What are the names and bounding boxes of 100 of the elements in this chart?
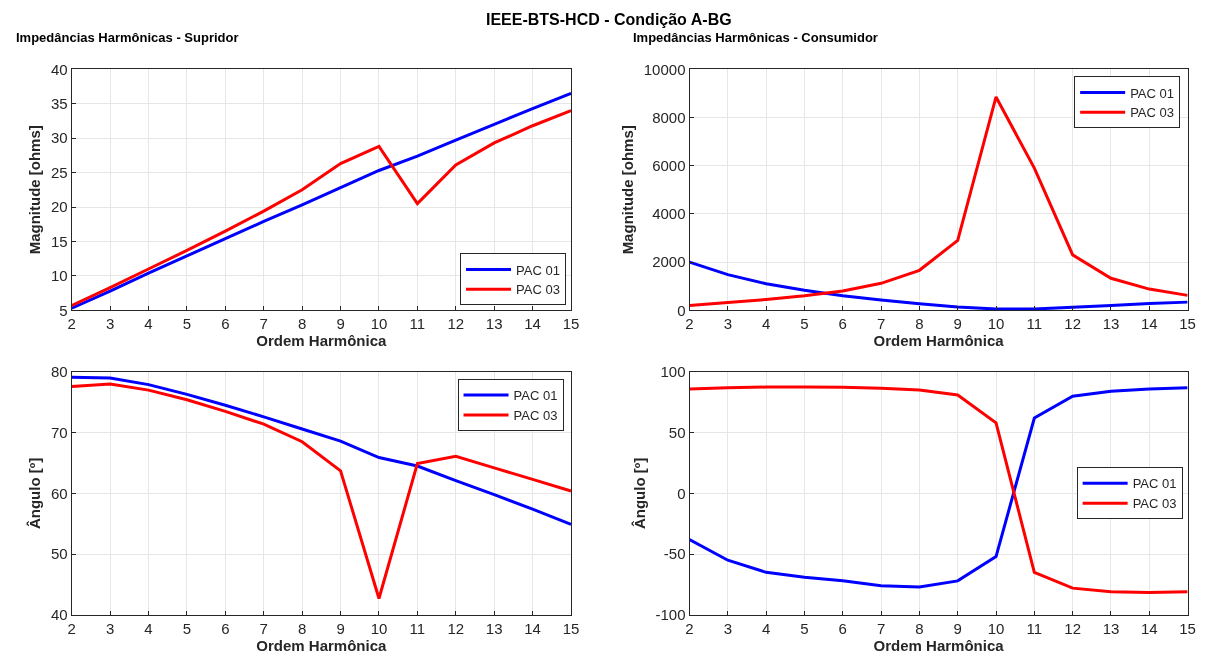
x-tick-label: 8 <box>915 315 924 333</box>
x-tick-label: 10 <box>987 315 1005 333</box>
x-tick-label: 9 <box>953 619 962 637</box>
x-tick-label: 8 <box>297 619 307 637</box>
x-tick-label: 12 <box>447 619 465 637</box>
x-tick-label: 9 <box>336 619 345 637</box>
x-tick-label: 5 <box>800 315 809 333</box>
x-tick-label: 5 <box>182 315 192 333</box>
line-series <box>71 375 572 526</box>
x-tick-label: 2 <box>67 315 76 333</box>
legend-label: PAC 01 <box>1132 476 1177 492</box>
y-tick-label: 50 <box>51 545 68 563</box>
x-tick-label: 14 <box>524 619 541 637</box>
x-tick-label: 15 <box>1179 315 1196 333</box>
y-tick-label: 100 <box>660 363 686 381</box>
legend-label: PAC 01 <box>513 388 558 404</box>
x-tick-label: 6 <box>838 619 847 637</box>
chart-subtitle: Impedâncias Harmônicas - Consumidor <box>633 30 878 45</box>
x-tick-label: 13 <box>1102 619 1120 637</box>
x-tick-label: 3 <box>723 315 732 333</box>
x-tick-label: 8 <box>915 619 924 637</box>
x-tick-label: 9 <box>336 315 345 333</box>
x-tick-label: 13 <box>485 315 503 333</box>
x-tick-label: 7 <box>876 315 886 333</box>
x-tick-label: 15 <box>1179 619 1196 637</box>
x-tick-label: 14 <box>1140 315 1158 333</box>
legend-label: PAC 03 <box>513 408 558 424</box>
x-tick-label: 4 <box>761 619 771 637</box>
x-tick-label: 3 <box>105 619 115 637</box>
y-axis-title: Magnitude [ohms] <box>619 125 637 255</box>
x-tick-label: 13 <box>485 619 503 637</box>
x-tick-label: 5 <box>182 619 192 637</box>
x-tick-label: 5 <box>800 619 809 637</box>
x-tick-label: 15 <box>562 619 580 637</box>
y-tick-label: 25 <box>51 163 68 181</box>
x-tick-label: 3 <box>105 315 115 333</box>
x-tick-label: 14 <box>524 315 541 333</box>
x-tick-label: 8 <box>297 315 307 333</box>
y-tick-label: 40 <box>51 606 68 624</box>
text: IEEE-BTS-HCD - Condição A-BG <box>486 11 732 28</box>
legend-label: PAC 01 <box>1130 85 1174 101</box>
x-tick-label: 11 <box>1026 315 1043 333</box>
y-tick-label: 4000 <box>652 205 686 223</box>
y-tick-label: 6000 <box>652 156 686 174</box>
x-tick-label: 7 <box>876 619 886 637</box>
x-tick-label: 11 <box>409 315 426 333</box>
x-tick-label: 10 <box>370 315 388 333</box>
x-tick-label: 3 <box>723 619 732 637</box>
y-tick-label: 50 <box>668 423 686 441</box>
x-axis-title: Ordem Harmônica <box>256 332 388 350</box>
chart-subtitle: Impedâncias Harmônicas - Supridor <box>16 30 239 45</box>
x-tick-label: 11 <box>1026 619 1043 637</box>
x-tick-label: 14 <box>1140 619 1158 637</box>
x-tick-label: 12 <box>447 315 465 333</box>
x-tick-label: 11 <box>409 619 426 637</box>
x-tick-label: 7 <box>259 315 268 333</box>
x-tick-label: 6 <box>221 619 230 637</box>
x-tick-label: 4 <box>144 315 153 333</box>
y-tick-label: 2000 <box>652 253 686 271</box>
y-axis-title: Magnitude [ohms] <box>26 125 44 255</box>
y-tick-label: 80 <box>51 363 68 381</box>
x-axis-title: Ordem Harmônica <box>256 636 388 654</box>
y-axis-title: Ângulo [º] <box>26 457 44 530</box>
x-tick-label: 2 <box>685 315 694 333</box>
y-tick-label: -100 <box>655 606 686 624</box>
y-tick-label: 0 <box>677 484 686 502</box>
x-tick-label: 6 <box>838 315 847 333</box>
line-series <box>71 382 572 600</box>
y-tick-label: 10000 <box>643 60 686 78</box>
legend-label: PAC 03 <box>516 282 560 298</box>
y-tick-label: 35 <box>51 94 68 112</box>
y-tick-label: 15 <box>51 232 68 250</box>
y-tick-label: 5 <box>59 301 68 319</box>
x-axis-title: Ordem Harmônica <box>873 636 1005 654</box>
legend-label: PAC 03 <box>1130 105 1174 121</box>
y-tick-label: 30 <box>51 129 68 147</box>
x-tick-label: 7 <box>259 619 268 637</box>
y-axis-title: Ângulo [º] <box>630 457 648 530</box>
line-series <box>689 260 1188 311</box>
x-tick-label: 10 <box>370 619 388 637</box>
x-tick-label: 6 <box>221 315 230 333</box>
x-tick-label: 9 <box>953 315 962 333</box>
y-tick-label: 8000 <box>652 108 686 126</box>
y-tick-label: -50 <box>663 545 686 563</box>
x-axis-title: Ordem Harmônica <box>873 332 1005 350</box>
x-tick-label: 2 <box>67 619 76 637</box>
legend-label: PAC 03 <box>1132 496 1177 512</box>
y-tick-label: 0 <box>677 301 686 319</box>
x-tick-label: 12 <box>1064 619 1082 637</box>
legend-label: PAC 01 <box>516 262 560 278</box>
x-tick-label: 12 <box>1064 315 1082 333</box>
y-tick-label: 20 <box>51 198 68 216</box>
x-tick-label: 13 <box>1102 315 1120 333</box>
y-tick-label: 60 <box>51 484 68 502</box>
y-tick-label: 40 <box>51 60 68 78</box>
x-tick-label: 2 <box>685 619 694 637</box>
x-tick-label: 10 <box>987 619 1005 637</box>
x-tick-label: 4 <box>761 315 771 333</box>
x-tick-label: 4 <box>144 619 153 637</box>
y-tick-label: 10 <box>51 267 68 285</box>
